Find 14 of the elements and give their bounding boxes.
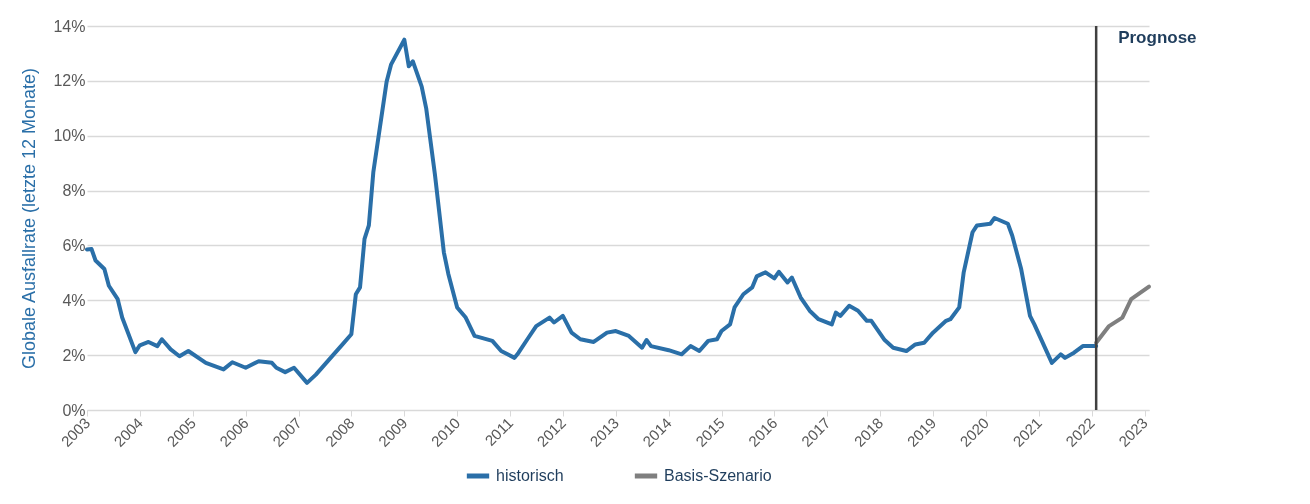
y-tick-label: 8% [62, 182, 86, 200]
y-tick-label: 10% [53, 127, 86, 145]
line-series [1094, 284, 1151, 345]
ref-line-label: Prognose [1118, 28, 1197, 47]
y-tick-label: 14% [53, 17, 86, 35]
line-series [85, 37, 1099, 385]
legend-label: historisch [496, 467, 564, 484]
y-tick-label: 0% [62, 401, 86, 419]
legend-label: Basis-Szenario [664, 467, 772, 484]
y-tick-label: 4% [62, 291, 86, 309]
y-tick-label: 12% [53, 72, 86, 90]
y-axis-title: Globale Ausfallrate (letzte 12 Monate) [19, 67, 40, 370]
y-tick-label: 6% [62, 236, 86, 254]
y-tick-label: 2% [62, 346, 86, 364]
